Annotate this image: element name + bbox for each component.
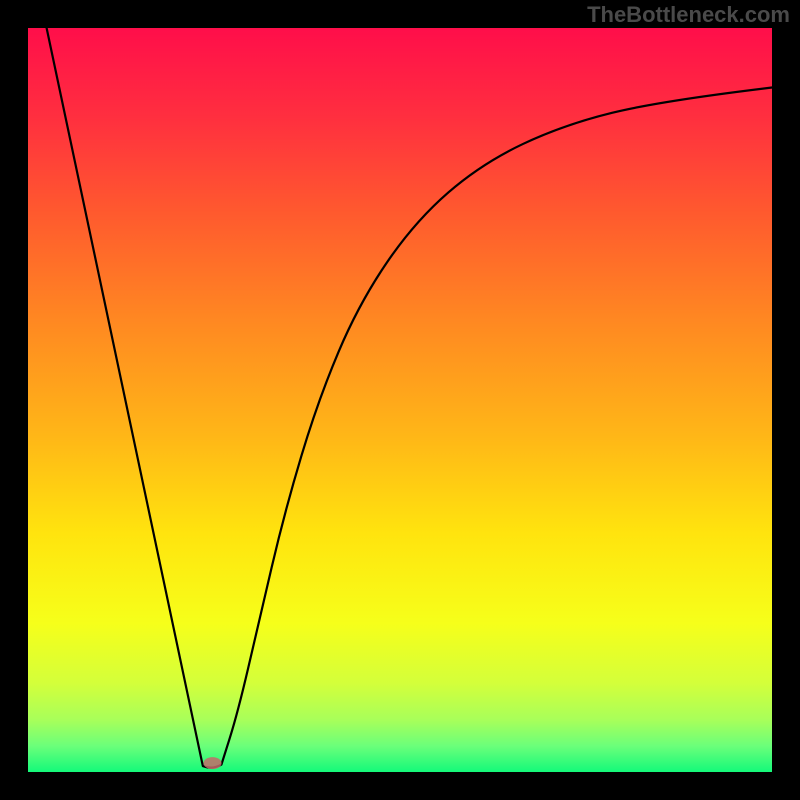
bottleneck-chart [0, 0, 800, 800]
chart-frame: TheBottleneck.com [0, 0, 800, 800]
watermark-text: TheBottleneck.com [587, 2, 790, 28]
gradient-background [28, 28, 772, 772]
optimal-point-marker [204, 757, 222, 769]
